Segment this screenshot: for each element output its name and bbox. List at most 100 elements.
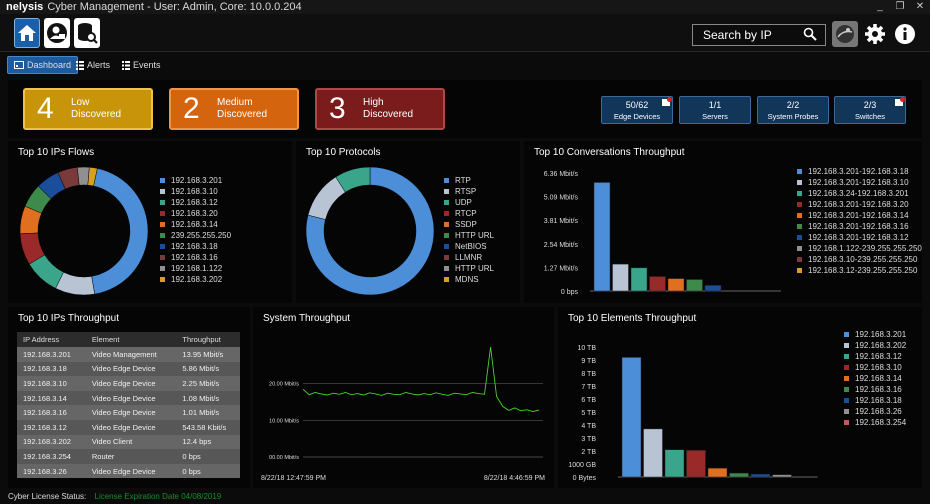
legend-item[interactable]: 192.168.3.202 [844, 340, 906, 351]
legend-item[interactable]: HTTP URL [444, 230, 494, 241]
bar[interactable] [649, 276, 666, 292]
col-ip-address[interactable]: IP Address [17, 332, 86, 347]
legend-item[interactable]: 192.168.1.122 [160, 263, 231, 274]
legend-item[interactable]: UDP [444, 197, 494, 208]
legend-item[interactable]: 192.168.3.12 [844, 351, 906, 362]
tab-dashboard[interactable]: Dashboard [7, 56, 79, 74]
col-element[interactable]: Element [85, 332, 177, 347]
home-button[interactable] [14, 18, 40, 48]
bar[interactable] [664, 449, 685, 478]
severity-high-card[interactable]: 3 High Discovered [315, 88, 445, 130]
legend-item[interactable]: SSDP [444, 219, 494, 230]
legend-item[interactable]: NetBIOS [444, 241, 494, 252]
bar[interactable] [686, 450, 706, 478]
legend-item[interactable]: 192.168.3.24-192.168.3.201 [797, 188, 922, 199]
bar[interactable] [772, 474, 792, 478]
legend-item[interactable]: 192.168.3.201 [844, 329, 906, 340]
legend-item[interactable]: 192.168.3.10 [844, 362, 906, 373]
info-button[interactable] [892, 21, 918, 47]
elements-bar-chart[interactable]: 0 Bytes 1000 GB 2 TB 3 TB 4 TB 5 TB 6 TB 7 TB 8 … [558, 325, 828, 485]
legend-item[interactable]: HTTP URL [444, 263, 494, 274]
bar[interactable] [704, 285, 722, 292]
legend-item[interactable]: 192.168.3.12-239.255.255.250 [797, 265, 922, 276]
legend-item[interactable]: 192.168.3.10 [160, 186, 231, 197]
donut-slice[interactable] [305, 166, 435, 296]
legend-item[interactable]: RTP [444, 175, 494, 186]
tab-alerts[interactable]: Alerts [70, 56, 116, 74]
edge-devices-counter[interactable]: 50/62 Edge Devices [601, 96, 673, 124]
bar[interactable] [667, 278, 685, 292]
switches-counter[interactable]: 2/3 Switches [834, 96, 906, 124]
severity-high-sub: Discovered [363, 109, 414, 120]
legend-item[interactable]: 192.168.3.14 [160, 219, 231, 230]
col-throughput[interactable]: Throughput [176, 332, 240, 347]
protocols-donut[interactable] [300, 163, 440, 299]
table-row[interactable]: 192.168.3.26 Video Edge Device 0 bps [17, 463, 240, 479]
legend-item[interactable]: 192.168.3.10-239.255.255.250 [797, 254, 922, 265]
legend-item[interactable]: 192.168.1.122-239.255.255.250 [797, 243, 922, 254]
conversations-bar-chart[interactable]: 0 bps 1.27 Mbit/s 2.54 Mbit/s 3.81 Mbit/s 5.… [524, 161, 784, 301]
bar[interactable] [750, 473, 771, 478]
system-probes-counter[interactable]: 2/2 System Probes [757, 96, 829, 124]
bar[interactable] [593, 182, 611, 292]
legend-item[interactable]: 192.168.3.202 [160, 274, 231, 285]
legend-item[interactable]: 192.168.3.18 [844, 395, 906, 406]
legend-item[interactable]: RTSP [444, 186, 494, 197]
bar[interactable] [621, 357, 642, 478]
legend-item[interactable]: 192.168.3.201 [160, 175, 231, 186]
table-row[interactable]: 192.168.3.201 Video Management 13.95 Mbit/… [17, 347, 240, 362]
legend-item[interactable]: 192.168.3.20 [160, 208, 231, 219]
legend-item[interactable]: 192.168.3.201-192.168.3.20 [797, 199, 922, 210]
legend-item[interactable]: 192.168.3.201-192.168.3.14 [797, 210, 922, 221]
legend-item[interactable]: 192.168.3.201-192.168.3.12 [797, 232, 922, 243]
severity-medium-card[interactable]: 2 Medium Discovered [169, 88, 299, 130]
table-row[interactable]: 192.168.3.202 Video Client 12.4 bps [17, 434, 240, 450]
legend-item[interactable]: 192.168.3.201-192.168.3.10 [797, 177, 922, 188]
settings-button[interactable] [862, 21, 888, 47]
map-button[interactable] [832, 21, 858, 47]
legend-item[interactable]: RTCP [444, 208, 494, 219]
legend-item[interactable]: 192.168.3.26 [844, 406, 906, 417]
legend-item[interactable]: 192.168.3.12 [160, 197, 231, 208]
legend-label: RTCP [455, 209, 477, 218]
table-row[interactable]: 192.168.3.14 Video Edge Device 1.08 Mbit/s [17, 390, 240, 406]
legend-item[interactable]: 192.168.3.16 [844, 384, 906, 395]
ip-flows-donut[interactable] [14, 163, 154, 299]
severity-low-card[interactable]: 4 Low Discovered [23, 88, 153, 130]
legend-item[interactable]: 192.168.3.16 [160, 252, 231, 263]
users-button[interactable] [44, 18, 70, 48]
tab-events[interactable]: Events [116, 56, 167, 74]
bar[interactable] [686, 279, 703, 292]
legend-item[interactable]: LLMNR [444, 252, 494, 263]
legend-item[interactable]: 192.168.3.18 [160, 241, 231, 252]
bar[interactable] [612, 263, 629, 292]
servers-counter[interactable]: 1/1 Servers [679, 96, 751, 124]
maximize-button[interactable]: ❐ [895, 1, 905, 12]
close-button[interactable]: ✕ [915, 1, 925, 12]
donut-slice[interactable] [87, 166, 98, 187]
search-icon[interactable] [803, 27, 817, 41]
bar[interactable] [630, 267, 648, 292]
bar[interactable] [707, 467, 728, 478]
system-throughput-line-chart[interactable]: 00.00 Mbit/s 10.00 Mbit/s 20.00 Mbit/s 8/22… [253, 325, 554, 487]
legend-item[interactable]: 192.168.3.201-192.168.3.18 [797, 166, 922, 177]
legend-item[interactable]: 192.168.3.201-192.168.3.16 [797, 221, 922, 232]
legend-item[interactable]: 192.168.3.14 [844, 373, 906, 384]
table-row[interactable]: 192.168.3.12 Video Edge Device 543.58 Kbit… [17, 419, 240, 435]
table-row[interactable]: 192.168.3.254 Router 0 bps [17, 449, 240, 464]
donut-slice[interactable] [335, 166, 371, 193]
table-row[interactable]: 192.168.3.10 Video Edge Device 2.25 Mbit/s [17, 376, 240, 391]
legend-item[interactable]: 239.255.255.250 [160, 230, 231, 241]
legend-item[interactable]: MDNS [444, 274, 494, 285]
search-input[interactable]: Search by IP [692, 24, 826, 46]
minimize-button[interactable]: _ [877, 1, 883, 12]
donut-slice[interactable] [77, 166, 90, 186]
bar[interactable] [729, 472, 749, 478]
inventory-button[interactable] [74, 18, 100, 48]
table-row[interactable]: 192.168.3.16 Video Edge Device 1.01 Mbit/s [17, 405, 240, 420]
donut-slice[interactable] [91, 168, 149, 295]
legend-item[interactable]: 192.168.3.254 [844, 417, 906, 428]
throughput-series-line[interactable] [302, 346, 540, 412]
bar[interactable] [643, 428, 663, 478]
table-row[interactable]: 192.168.3.18 Video Edge Device 5.86 Mbit/s [17, 361, 240, 377]
